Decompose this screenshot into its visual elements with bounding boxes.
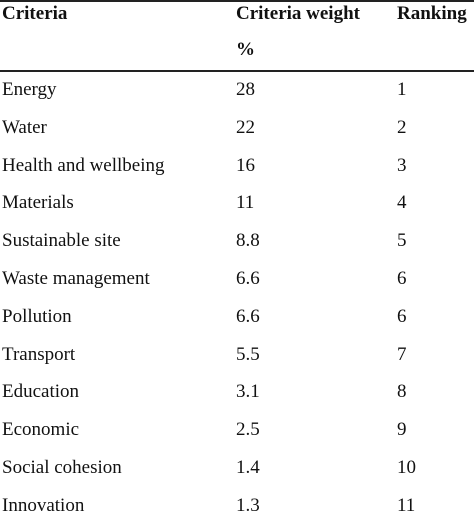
criteria-cell: Social cohesion — [2, 456, 122, 478]
criteria-cell: Waste management — [2, 267, 150, 289]
ranking-cell: 1 — [397, 79, 407, 100]
table-row: Water 22 2 — [0, 109, 474, 147]
header-criteria-weight: Criteria weight — [236, 3, 360, 24]
header-ranking: Ranking — [397, 3, 467, 24]
weight-cell: 6.6 — [236, 267, 260, 289]
header-criteria: Criteria — [2, 3, 68, 24]
table-row: Pollution 6.6 6 — [0, 298, 474, 336]
table-row: Materials 11 4 — [0, 184, 474, 222]
criteria-cell: Sustainable site — [2, 230, 121, 252]
weight-cell: 3.1 — [236, 381, 260, 403]
criteria-cell: Materials — [2, 192, 74, 214]
weight-cell: 5.5 — [236, 343, 260, 365]
ranking-cell: 11 — [397, 494, 416, 516]
criteria-cell: Education — [2, 381, 80, 403]
ranking-cell: 6 — [397, 305, 407, 327]
table-row: Economic 2.5 9 — [0, 411, 474, 449]
ranking-cell: 4 — [397, 192, 407, 214]
table-row: Sustainable site 8.8 5 — [0, 222, 474, 260]
table-row: Waste management 6.6 6 — [0, 260, 474, 298]
ranking-cell: 8 — [397, 381, 407, 403]
ranking-cell: 6 — [397, 267, 407, 289]
table-row: Transport 5.5 7 — [0, 336, 474, 374]
ranking-cell: 9 — [397, 419, 407, 441]
criteria-cell: Energy — [2, 79, 57, 100]
table-row: Education 3.1 8 — [0, 373, 474, 411]
weight-cell: 6.6 — [236, 305, 260, 327]
table-row: Energy 28 1 — [0, 71, 474, 109]
header-criteria-weight-unit: % — [236, 39, 255, 60]
table-body: Energy 28 1 Water 22 2 Health and wellbeing 16 3… — [0, 71, 474, 525]
table-row: Health and wellbeing 16 3 — [0, 147, 474, 185]
table-row: Social cohesion 1.4 10 — [0, 449, 474, 487]
table-top-rule — [0, 0, 474, 2]
criteria-cell: Water — [2, 116, 47, 138]
weight-cell: 16 — [236, 154, 255, 176]
criteria-cell: Health and wellbeing — [2, 154, 165, 176]
table-header: Criteria Criteria weight % Ranking — [0, 0, 474, 70]
weight-cell: 2.5 — [236, 419, 260, 441]
weight-cell: 11 — [236, 192, 255, 214]
weight-cell: 28 — [236, 79, 255, 100]
ranking-cell: 7 — [397, 343, 407, 365]
criteria-cell: Economic — [2, 419, 80, 441]
table-row: Innovation 1.3 11 — [0, 487, 474, 525]
ranking-cell: 2 — [397, 116, 407, 138]
header-bottom-rule — [0, 70, 474, 72]
criteria-cell: Innovation — [2, 494, 85, 516]
weight-cell: 1.4 — [236, 456, 260, 478]
weight-cell: 1.3 — [236, 494, 260, 516]
ranking-cell: 10 — [397, 456, 416, 478]
weight-cell: 22 — [236, 116, 255, 138]
criteria-cell: Transport — [2, 343, 76, 365]
ranking-cell: 3 — [397, 154, 407, 176]
ranking-cell: 5 — [397, 230, 407, 252]
criteria-cell: Pollution — [2, 305, 72, 327]
weight-cell: 8.8 — [236, 230, 260, 252]
